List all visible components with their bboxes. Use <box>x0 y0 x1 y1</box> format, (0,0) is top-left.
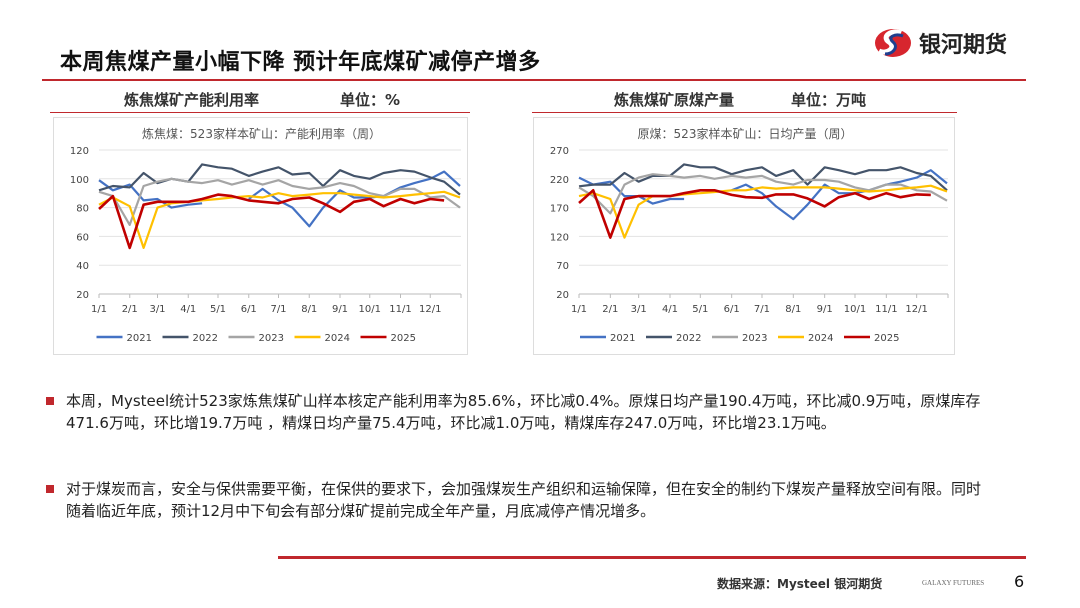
chart2-divider <box>532 112 957 113</box>
legend-label: 2025 <box>391 333 416 344</box>
page-number: 6 <box>1014 572 1025 591</box>
x-tick-label: 4/1 <box>180 304 196 315</box>
x-tick-label: 2/1 <box>122 304 138 315</box>
y-tick-label: 220 <box>550 175 569 186</box>
y-tick-label: 40 <box>76 261 89 272</box>
x-tick-label: 9/1 <box>332 304 348 315</box>
legend-label: 2021 <box>610 333 635 344</box>
x-tick-label: 1/1 <box>91 304 107 315</box>
series-line-2022 <box>98 163 461 196</box>
data-source: 数据来源：Mysteel 银河期货 <box>717 577 883 591</box>
bullet-marker <box>46 485 54 493</box>
bullet-marker <box>46 397 54 405</box>
chart-title: 原煤：523家样本矿山：日均产量（周） <box>638 126 853 141</box>
legend-label: 2022 <box>193 333 218 344</box>
chart1-heading: 炼焦煤矿产能利用率 <box>124 91 260 109</box>
chart-title: 炼焦煤：523家样本矿山：产能利用率（周） <box>142 126 381 141</box>
x-tick-label: 9/1 <box>817 304 833 315</box>
y-tick-label: 270 <box>550 146 569 157</box>
legend-label: 2023 <box>259 333 284 344</box>
chart1-utilization: 炼焦煤：523家样本矿山：产能利用率（周） 20 40 60 80 100 120 1/1 2/… <box>70 126 462 344</box>
y-tick-label: 80 <box>76 204 89 215</box>
x-tick-label: 10/1 <box>359 304 381 315</box>
x-tick-label: 11/1 <box>875 304 897 315</box>
x-tick-label: 10/1 <box>844 304 866 315</box>
galaxy-logo-icon <box>875 29 911 57</box>
y-tick-label: 60 <box>76 232 89 243</box>
series-line-2023 <box>98 177 461 226</box>
legend-label: 2024 <box>325 333 350 344</box>
x-tick-label: 8/1 <box>301 304 317 315</box>
brand-text: GALAXY FUTURES <box>922 579 985 587</box>
bullet-text: 本周，Mysteel统计523家炼焦煤矿山样本核定产能利用率为85.6%，环比减… <box>66 392 981 432</box>
y-tick-label: 20 <box>76 290 89 301</box>
logo-text: 银河期货 <box>919 33 1008 58</box>
x-tick-label: 6/1 <box>241 304 257 315</box>
chart2-frame: 原煤：523家样本矿山：日均产量（周） 20 70 120 170 220 270 1/1 2/… <box>533 117 955 355</box>
logo: 银河期货 <box>873 27 1007 59</box>
x-tick-label: 12/1 <box>905 304 927 315</box>
x-tick-label: 5/1 <box>210 304 226 315</box>
x-tick-label: 7/1 <box>754 304 770 315</box>
y-tick-label: 70 <box>556 261 569 272</box>
x-tick-label: 1/1 <box>571 304 587 315</box>
footer-divider <box>278 556 1026 559</box>
legend-label: 2021 <box>127 333 152 344</box>
x-tick-label: 6/1 <box>724 304 740 315</box>
series-line-2023 <box>578 173 948 215</box>
x-tick-label: 3/1 <box>149 304 165 315</box>
y-tick-label: 100 <box>70 175 89 186</box>
x-tick-label: 7/1 <box>270 304 286 315</box>
y-tick-label: 120 <box>70 146 89 157</box>
x-tick-label: 11/1 <box>389 304 411 315</box>
series-line-2025 <box>578 189 931 239</box>
header-divider <box>42 79 1026 81</box>
chart1-frame: 炼焦煤：523家样本矿山：产能利用率（周） 20 40 60 80 100 120 1/1 2/… <box>53 117 468 355</box>
chart1-unit: 单位：% <box>340 91 401 109</box>
x-tick-label: 5/1 <box>692 304 708 315</box>
legend-label: 2023 <box>742 333 767 344</box>
legend-label: 2025 <box>874 333 899 344</box>
legend-label: 2022 <box>676 333 701 344</box>
chart1-divider <box>50 112 470 113</box>
chart2-output: 原煤：523家样本矿山：日均产量（周） 20 70 120 170 220 270 1/1 2/… <box>550 126 949 344</box>
x-tick-label: 3/1 <box>631 304 647 315</box>
series-line-2025 <box>98 193 445 250</box>
x-tick-label: 4/1 <box>662 304 678 315</box>
chart2-heading: 炼焦煤矿原煤产量 <box>614 91 735 109</box>
bullet-text: 对于煤炭而言，安全与保供需要平衡，在保供的要求下，会加强煤炭生产组织和运输保障，… <box>66 480 982 520</box>
x-tick-label: 12/1 <box>419 304 441 315</box>
series-line-2024 <box>578 184 948 239</box>
x-tick-label: 2/1 <box>602 304 618 315</box>
y-tick-label: 120 <box>550 232 569 243</box>
bullet-1: 本周，Mysteel统计523家炼焦煤矿山样本核定产能利用率为85.6%，环比减… <box>46 390 986 434</box>
series-line-2024 <box>98 190 461 249</box>
chart2-unit: 单位：万吨 <box>791 91 867 109</box>
legend-label: 2024 <box>808 333 833 344</box>
bullet-2: 对于煤炭而言，安全与保供需要平衡，在保供的要求下，会加强煤炭生产组织和运输保障，… <box>46 478 986 522</box>
y-tick-label: 20 <box>556 290 569 301</box>
y-tick-label: 170 <box>550 204 569 215</box>
series-line-2022 <box>578 163 948 192</box>
x-tick-label: 8/1 <box>785 304 801 315</box>
page-title: 本周焦煤产量小幅下降 预计年底煤矿减停产增多 <box>60 50 541 75</box>
